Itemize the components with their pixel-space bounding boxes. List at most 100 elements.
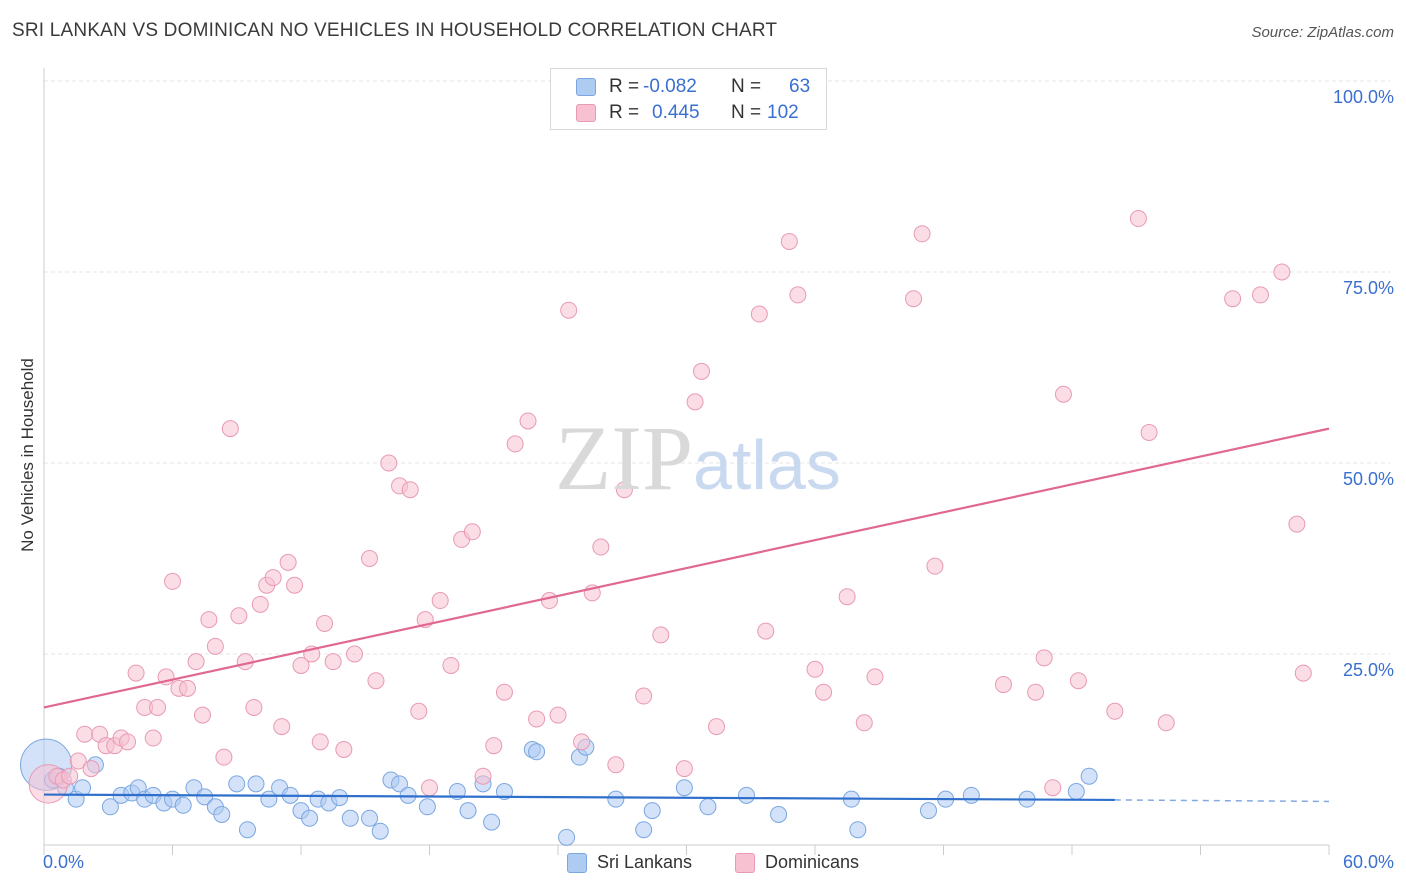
x-tick-label-max: 60.0% bbox=[1342, 852, 1394, 872]
legend-n-label: N = bbox=[731, 102, 762, 123]
dominican-point bbox=[187, 653, 205, 671]
dominican-point bbox=[286, 576, 304, 594]
legend-n-value: 63 bbox=[789, 76, 811, 97]
dominican-point bbox=[361, 550, 379, 567]
y-tick-label-25: 25.0% bbox=[1342, 660, 1394, 680]
legend-swatch-srilankans bbox=[576, 78, 596, 96]
srilankan-point bbox=[962, 786, 980, 804]
legend-row-srilankans: R = -0.082 N = 63 bbox=[551, 74, 826, 100]
dominican-point bbox=[221, 420, 239, 438]
srilankan-point bbox=[849, 821, 867, 839]
srilankan-point bbox=[643, 802, 661, 820]
dominican-point bbox=[1140, 423, 1158, 441]
dominican-point bbox=[815, 683, 833, 701]
dominican-point bbox=[1251, 286, 1269, 304]
legend-r-label: R = bbox=[609, 102, 640, 123]
dominican-point bbox=[421, 779, 438, 797]
dominican-point bbox=[615, 481, 633, 499]
bottom-legend-srilankans: Sri Lankans bbox=[567, 852, 692, 873]
dominican-point bbox=[994, 676, 1012, 694]
dominican-point bbox=[292, 656, 310, 674]
srilankan-point bbox=[247, 775, 265, 793]
dominican-point bbox=[316, 614, 334, 632]
y-tick-label-50: 50.0% bbox=[1342, 469, 1394, 489]
dominican-point bbox=[69, 752, 87, 770]
srilankan-point bbox=[174, 796, 192, 814]
dominican-point bbox=[431, 592, 449, 610]
dominican-point bbox=[410, 702, 428, 720]
srilankan-point bbox=[699, 798, 717, 816]
srilankan-point bbox=[459, 802, 477, 820]
dominican-point bbox=[519, 412, 537, 430]
dominican-point bbox=[1224, 290, 1242, 308]
dominican-point bbox=[251, 595, 269, 613]
srilankan-point bbox=[74, 779, 92, 797]
legend-n-value: 102 bbox=[767, 102, 799, 123]
dominican-point bbox=[273, 718, 291, 736]
dominican-point bbox=[367, 672, 385, 690]
srilankan-point bbox=[101, 798, 119, 816]
correlation-legend: R = -0.082 N = 63 R = 0.445 N = 102 bbox=[550, 68, 827, 130]
dominican-point bbox=[401, 481, 419, 499]
dominican-point bbox=[1288, 515, 1306, 533]
legend-r-value: 0.445 bbox=[652, 102, 700, 123]
dominican-point bbox=[913, 225, 931, 243]
dominican-point bbox=[1044, 779, 1062, 797]
x-tick-label-min: 0.0% bbox=[43, 852, 85, 872]
dominican-trend-line bbox=[43, 427, 1330, 709]
srilankan-point bbox=[341, 809, 359, 827]
dominican-point bbox=[926, 557, 944, 575]
dominican-point bbox=[540, 592, 558, 610]
dominican-point bbox=[215, 748, 233, 766]
dominican-point bbox=[200, 611, 218, 629]
legend-row-dominicans: R = 0.445 N = 102 bbox=[551, 100, 826, 126]
srilankan-point bbox=[371, 822, 389, 840]
dominican-point bbox=[905, 290, 923, 308]
dominican-point bbox=[76, 725, 94, 743]
dominican-point bbox=[380, 454, 398, 472]
dominican-point bbox=[474, 767, 492, 785]
dominican-point bbox=[750, 305, 768, 323]
bottom-legend-dominicans: Dominicans bbox=[735, 852, 859, 873]
srilankan-point bbox=[418, 798, 436, 816]
dominican-point bbox=[324, 653, 342, 671]
srilankan-point bbox=[448, 783, 466, 801]
dominican-point bbox=[149, 698, 167, 716]
dominican-point bbox=[279, 553, 297, 571]
dominican-point bbox=[686, 393, 704, 411]
legend-n-label: N = bbox=[731, 76, 762, 97]
srilankan-trend-line bbox=[43, 793, 1115, 802]
dominican-point bbox=[757, 622, 775, 640]
dominican-point bbox=[61, 767, 79, 785]
dominican-point bbox=[485, 737, 503, 755]
dominican-point bbox=[1027, 683, 1045, 701]
dominican-point bbox=[144, 729, 162, 747]
dominican-point bbox=[82, 760, 100, 778]
dominican-point bbox=[164, 572, 181, 590]
dominican-point bbox=[1157, 714, 1175, 732]
dominican-point bbox=[206, 637, 224, 655]
dominican-point bbox=[127, 664, 145, 682]
srilankan-point bbox=[920, 802, 938, 820]
srilankan-point bbox=[770, 805, 788, 823]
bottom-legend-label-srilankans: Sri Lankans bbox=[597, 852, 693, 872]
dominican-point bbox=[866, 668, 884, 686]
srilankan-point bbox=[228, 775, 246, 793]
dominican-point bbox=[264, 569, 282, 587]
dominican-point bbox=[442, 656, 460, 674]
srilankan-point bbox=[331, 789, 349, 807]
srilankan-point bbox=[301, 809, 319, 827]
dominican-point bbox=[193, 706, 211, 724]
dominican-point bbox=[573, 733, 591, 751]
srilankan-point bbox=[196, 788, 214, 806]
y-axis-label: No Vehicles in Household bbox=[18, 358, 37, 552]
srilankan-point bbox=[737, 786, 755, 804]
srilankan-trend-extension bbox=[1114, 799, 1330, 803]
srilankan-point bbox=[558, 828, 576, 846]
dominican-point bbox=[838, 588, 856, 606]
bottom-legend-swatch-srilankans bbox=[567, 852, 587, 873]
dominican-point bbox=[675, 760, 693, 778]
dominican-point bbox=[789, 286, 807, 304]
srilankan-point bbox=[391, 775, 409, 793]
dominican-point bbox=[560, 301, 578, 319]
